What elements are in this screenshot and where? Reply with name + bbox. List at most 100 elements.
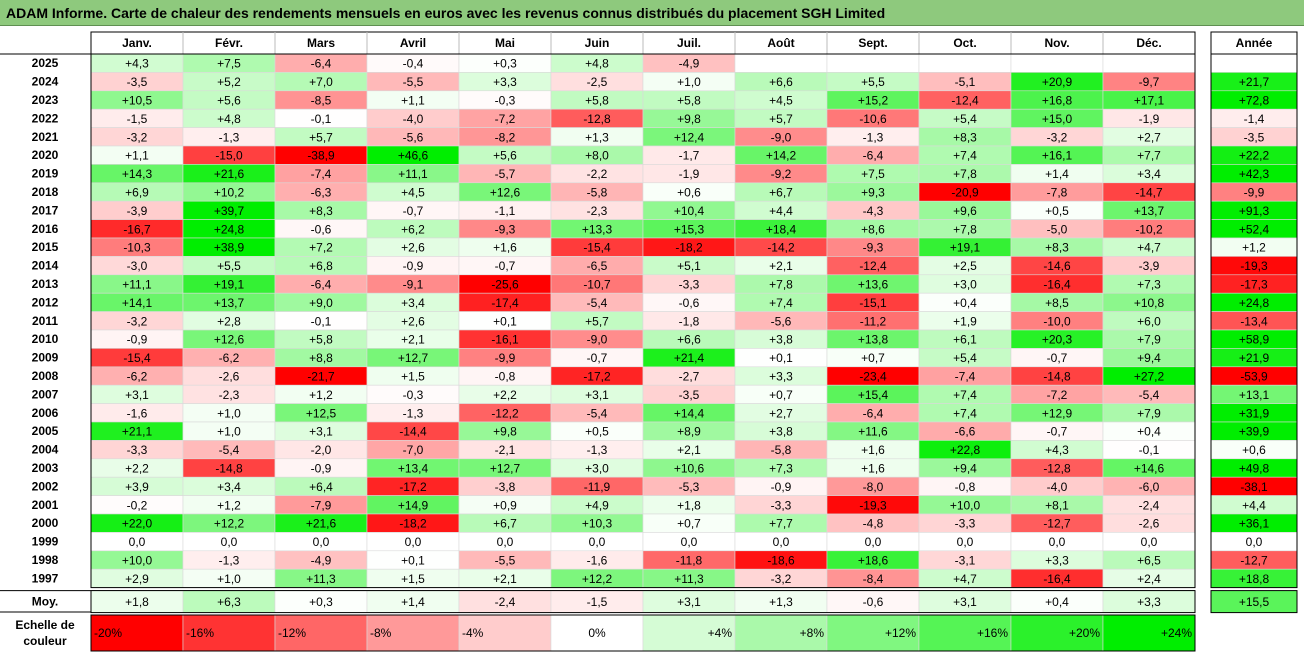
row-label-2020: 2020 <box>32 148 59 162</box>
cell-value-2005-6: +0,5 <box>585 425 609 439</box>
cell-value-2009-1: -15,4 <box>123 351 151 365</box>
cell-value-1999-12: 0,0 <box>1141 535 1158 549</box>
month-header-11: Nov. <box>1044 36 1069 50</box>
cell-value-2025-3: -6,4 <box>311 57 332 71</box>
cell-value-2003-5: +12,7 <box>490 462 521 476</box>
scale-label-2: -16% <box>186 626 214 640</box>
average-border <box>90 590 1196 614</box>
row-label-2016: 2016 <box>32 222 59 236</box>
cell-value-2003-7: +10,6 <box>674 462 705 476</box>
cell-value-2017-11: +0,5 <box>1045 204 1069 218</box>
cell-value-2013-5: -25,6 <box>491 278 519 292</box>
scale-label-4: -8% <box>370 626 392 640</box>
cell-value-1997-3: +11,3 <box>306 572 336 586</box>
scale-label-9: +12% <box>885 626 916 640</box>
cell-value-2018-8: +6,7 <box>769 186 793 200</box>
cell-value-1998-3: -4,9 <box>311 554 332 568</box>
cell-value-2007-9: +15,4 <box>858 388 889 402</box>
cell-value-2018-1: +6,9 <box>125 186 149 200</box>
cell-value-2006-8: +2,7 <box>769 406 793 420</box>
cell-value-2021-6: +1,3 <box>585 130 609 144</box>
cell-value-2012-10: +0,4 <box>953 296 977 310</box>
cell-value-1999-6: 0,0 <box>589 535 606 549</box>
cell-value-2011-1: -3,2 <box>127 314 148 328</box>
cell-value-2018-7: +0,6 <box>677 186 701 200</box>
month-header-2: Févr. <box>215 36 243 50</box>
cell-value-2002-8: -0,9 <box>771 480 792 494</box>
cell-value-2012-11: +8,5 <box>1045 296 1069 310</box>
cell-value-2019-12: +3,4 <box>1137 167 1161 181</box>
average-row-label: Moy. <box>32 595 58 609</box>
year-value-1997: +18,8 <box>1239 572 1270 586</box>
cell-value-2003-9: +1,6 <box>861 462 885 476</box>
cell-value-2003-2: -14,8 <box>215 462 243 476</box>
cell-value-2004-9: +1,6 <box>861 443 885 457</box>
cell-value-2004-6: -1,3 <box>587 443 608 457</box>
cell-value-2011-5: +0,1 <box>493 314 517 328</box>
cell-value-2009-3: +8,8 <box>309 351 333 365</box>
month-header-12: Déc. <box>1136 36 1161 50</box>
cell-value-2004-3: -2,0 <box>311 443 332 457</box>
month-header-10: Oct. <box>953 36 976 50</box>
cell-value-1997-7: +11,3 <box>674 572 704 586</box>
year-column-header: Année <box>1236 36 1273 50</box>
cell-value-2013-4: -9,1 <box>403 278 424 292</box>
cell-value-2000-4: -18,2 <box>399 517 427 531</box>
cell-value-2005-2: +1,0 <box>217 425 241 439</box>
cell-value-2023-8: +4,5 <box>769 94 793 108</box>
cell-value-2018-11: -7,8 <box>1047 186 1068 200</box>
row-label-2000: 2000 <box>32 516 59 530</box>
scale-label-12: +24% <box>1161 626 1192 640</box>
cell-value-2024-11: +20,9 <box>1042 75 1073 89</box>
row-label-2012: 2012 <box>32 295 59 309</box>
cell-value-2003-1: +2,2 <box>125 462 149 476</box>
scale-label-1: -20% <box>94 626 122 640</box>
cell-value-2009-6: -0,7 <box>587 351 608 365</box>
cell-value-2021-3: +5,7 <box>309 130 333 144</box>
year-grid-border <box>1210 53 1298 589</box>
cell-value-2005-12: +0,4 <box>1137 425 1161 439</box>
cell-value-2004-1: -3,3 <box>127 443 148 457</box>
cell-value-2011-4: +2,6 <box>401 314 425 328</box>
row-label-2015: 2015 <box>32 240 59 254</box>
chart-title: ADAM Informe. Carte de chaleur des rende… <box>6 5 886 21</box>
row-label-2019: 2019 <box>32 167 59 181</box>
cell-value-2008-4: +1,5 <box>401 370 425 384</box>
cell-value-1998-8: -18,6 <box>767 554 795 568</box>
cell-value-2012-1: +14,1 <box>122 296 153 310</box>
cell-value-1998-7: -11,8 <box>676 554 703 568</box>
year-cell-2025 <box>1210 53 1298 73</box>
cell-value-2024-12: -9,7 <box>1139 75 1160 89</box>
cell-value-2017-9: -4,3 <box>863 204 884 218</box>
cell-value-2012-5: -17,4 <box>491 296 519 310</box>
cell-value-1999-1: 0,0 <box>129 535 146 549</box>
cell-value-2002-6: -11,9 <box>584 480 611 494</box>
cell-value-2002-10: -0,8 <box>955 480 976 494</box>
cell-value-2020-8: +14,2 <box>766 149 797 163</box>
cell-2025-9 <box>826 53 920 73</box>
cell-value-2015-4: +2,6 <box>401 241 425 255</box>
cell-value-2025-5: +0,3 <box>493 57 517 71</box>
month-header-1: Janv. <box>122 36 152 50</box>
scale-label-5: -4% <box>462 626 484 640</box>
cell-value-1997-8: -3,2 <box>771 572 792 586</box>
cell-value-2020-11: +16,1 <box>1042 149 1073 163</box>
chart-title-bar: ADAM Informe. Carte de chaleur des rende… <box>0 0 1304 26</box>
cell-value-1997-5: +2,1 <box>493 572 517 586</box>
cell-value-2013-9: +13,6 <box>858 278 889 292</box>
cell-value-2023-9: +15,2 <box>858 94 889 108</box>
row-label-2017: 2017 <box>32 203 59 217</box>
cell-value-2004-4: -7,0 <box>403 443 424 457</box>
cell-value-1998-2: -1,3 <box>219 554 240 568</box>
cell-value-2009-5: -9,9 <box>495 351 516 365</box>
cell-value-2002-7: -5,3 <box>679 480 700 494</box>
cell-value-2024-5: +3,3 <box>493 75 517 89</box>
cell-value-2022-9: -10,6 <box>859 112 887 126</box>
cell-value-2004-7: +2,1 <box>677 443 701 457</box>
cell-value-2019-1: +14,3 <box>122 167 153 181</box>
cell-value-2003-8: +7,3 <box>769 462 793 476</box>
cell-value-2015-7: -18,2 <box>675 241 703 255</box>
scale-swatch-4 <box>366 614 460 652</box>
cell-value-2021-2: -1,3 <box>219 130 240 144</box>
